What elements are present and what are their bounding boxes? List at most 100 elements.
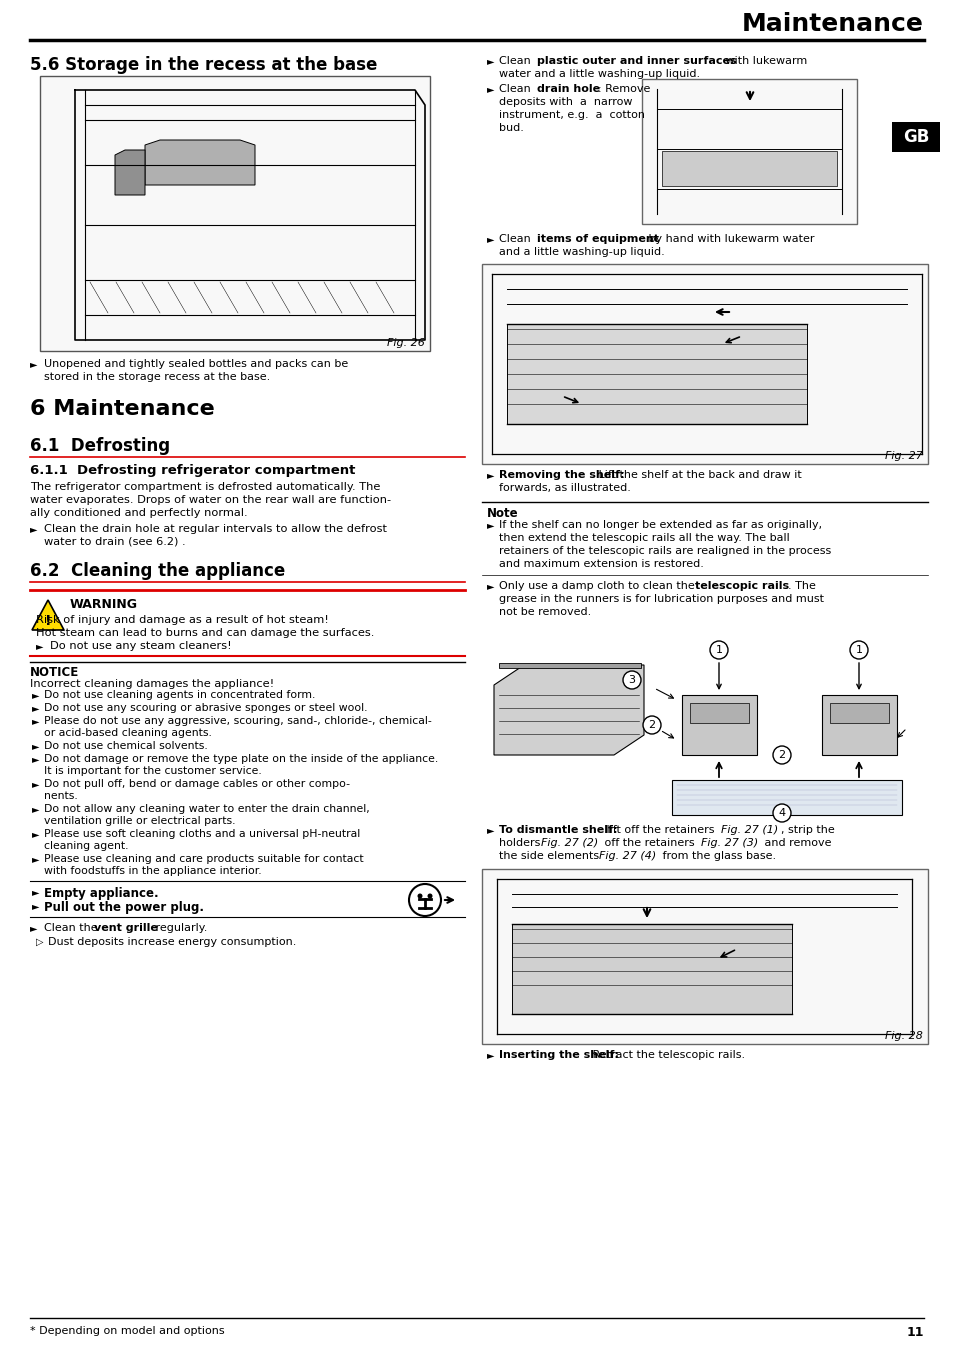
Text: grease in the runners is for lubrication purposes and must: grease in the runners is for lubrication…: [498, 594, 823, 603]
Bar: [681, 695, 757, 755]
Bar: [641, 80, 856, 224]
Text: ▷: ▷: [36, 937, 44, 946]
Text: Please use soft cleaning cloths and a universal pH-neutral: Please use soft cleaning cloths and a un…: [44, 829, 360, 838]
Text: Do not allow any cleaning water to enter the drain channel,: Do not allow any cleaning water to enter…: [44, 805, 370, 814]
Text: Removing the shelf:: Removing the shelf:: [498, 470, 624, 481]
Text: * Depending on model and options: * Depending on model and options: [30, 1326, 224, 1336]
Text: WARNING: WARNING: [70, 598, 138, 612]
Circle shape: [849, 641, 867, 659]
Text: then extend the telescopic rails all the way. The ball: then extend the telescopic rails all the…: [498, 533, 789, 543]
Text: ►: ►: [486, 1050, 494, 1060]
Text: ►: ►: [32, 900, 39, 911]
Text: Clean: Clean: [498, 55, 534, 66]
Circle shape: [642, 716, 660, 734]
Text: ►: ►: [32, 829, 39, 838]
Text: 5.6 Storage in the recess at the base: 5.6 Storage in the recess at the base: [30, 55, 377, 74]
Text: Clean the: Clean the: [44, 923, 101, 933]
Text: ►: ►: [30, 359, 37, 369]
Text: : Remove: : Remove: [598, 84, 650, 95]
Text: 6.1.1  Defrosting refrigerator compartment: 6.1.1 Defrosting refrigerator compartmen…: [30, 464, 355, 477]
Text: stored in the storage recess at the base.: stored in the storage recess at the base…: [44, 373, 270, 382]
Text: Retract the telescopic rails.: Retract the telescopic rails.: [588, 1050, 744, 1060]
Text: ►: ►: [486, 470, 494, 481]
Text: Note: Note: [486, 508, 518, 520]
Text: water evaporates. Drops of water on the rear wall are function-: water evaporates. Drops of water on the …: [30, 495, 391, 505]
Text: and remove: and remove: [760, 838, 831, 848]
Text: ►: ►: [486, 520, 494, 531]
Text: 1: 1: [715, 645, 721, 655]
Text: not be removed.: not be removed.: [498, 608, 591, 617]
Text: Clean: Clean: [498, 84, 534, 95]
Text: Unopened and tightly sealed bottles and packs can be: Unopened and tightly sealed bottles and …: [44, 359, 348, 369]
Text: Fig. 27: Fig. 27: [884, 451, 923, 460]
Text: 6.2  Cleaning the appliance: 6.2 Cleaning the appliance: [30, 562, 285, 580]
Circle shape: [427, 894, 432, 899]
Polygon shape: [145, 140, 254, 185]
Text: Dust deposits increase energy consumption.: Dust deposits increase energy consumptio…: [48, 937, 296, 946]
Text: 2: 2: [778, 751, 784, 760]
Text: 2: 2: [648, 720, 655, 730]
Text: telescopic rails: telescopic rails: [695, 580, 788, 591]
Text: Fig. 28: Fig. 28: [884, 1031, 923, 1041]
Text: ►: ►: [32, 755, 39, 764]
Text: regularly.: regularly.: [152, 923, 207, 933]
Bar: [498, 663, 640, 668]
Text: !: !: [45, 614, 51, 628]
Text: Do not damage or remove the type plate on the inside of the appliance.: Do not damage or remove the type plate o…: [44, 755, 437, 764]
Text: Do not pull off, bend or damage cables or other compo-: Do not pull off, bend or damage cables o…: [44, 779, 350, 788]
Circle shape: [622, 671, 640, 689]
Text: ►: ►: [32, 690, 39, 701]
Text: 4: 4: [778, 809, 784, 818]
Text: deposits with  a  narrow: deposits with a narrow: [498, 97, 632, 107]
Text: Please do not use any aggressive, scouring, sand-, chloride-, chemical-: Please do not use any aggressive, scouri…: [44, 716, 432, 726]
Text: ventilation grille or electrical parts.: ventilation grille or electrical parts.: [44, 815, 235, 826]
Text: ►: ►: [486, 580, 494, 591]
Text: with lukewarm: with lukewarm: [721, 55, 806, 66]
Text: cleaning agent.: cleaning agent.: [44, 841, 129, 850]
Text: with foodstuffs in the appliance interior.: with foodstuffs in the appliance interio…: [44, 865, 261, 876]
Text: the side elements: the side elements: [498, 850, 602, 861]
Text: 11: 11: [905, 1326, 923, 1339]
Text: from the glass base.: from the glass base.: [659, 850, 776, 861]
Bar: [481, 265, 927, 464]
Text: instrument, e.g.  a  cotton: instrument, e.g. a cotton: [498, 109, 644, 120]
Text: Do not use cleaning agents in concentrated form.: Do not use cleaning agents in concentrat…: [44, 690, 315, 701]
Text: ►: ►: [30, 923, 37, 933]
Text: Clean the drain hole at regular intervals to allow the defrost: Clean the drain hole at regular interval…: [44, 524, 387, 535]
Text: vent grille: vent grille: [94, 923, 157, 933]
Text: NOTICE: NOTICE: [30, 666, 79, 679]
Text: Fig. 27 (4): Fig. 27 (4): [598, 850, 656, 861]
Text: 1: 1: [855, 645, 862, 655]
Text: ►: ►: [32, 855, 39, 864]
Text: by hand with lukewarm water: by hand with lukewarm water: [644, 234, 814, 244]
Circle shape: [417, 894, 422, 899]
Text: ►: ►: [32, 887, 39, 896]
Text: ►: ►: [486, 234, 494, 244]
Bar: [661, 151, 836, 186]
Text: drain hole: drain hole: [537, 84, 599, 95]
Polygon shape: [494, 666, 643, 755]
Text: , strip the: , strip the: [781, 825, 834, 836]
Text: Do not use any scouring or abrasive sponges or steel wool.: Do not use any scouring or abrasive spon…: [44, 703, 367, 713]
Text: If the shelf can no longer be extended as far as originally,: If the shelf can no longer be extended a…: [498, 520, 821, 531]
Text: Fig. 27 (1): Fig. 27 (1): [720, 825, 778, 836]
Text: retainers of the telescopic rails are realigned in the process: retainers of the telescopic rails are re…: [498, 545, 830, 556]
Text: ►: ►: [32, 741, 39, 751]
Text: and a little washing-up liquid.: and a little washing-up liquid.: [498, 247, 664, 256]
Text: ►: ►: [32, 805, 39, 814]
Text: forwards, as illustrated.: forwards, as illustrated.: [498, 483, 630, 493]
Text: To dismantle shelf:: To dismantle shelf:: [498, 825, 617, 836]
Text: Fig. 27 (3): Fig. 27 (3): [700, 838, 758, 848]
Text: lift off the retainers: lift off the retainers: [602, 825, 718, 836]
Text: Do not use any steam cleaners!: Do not use any steam cleaners!: [50, 641, 232, 651]
Bar: [506, 324, 806, 424]
Text: Fig. 26: Fig. 26: [387, 338, 424, 348]
Text: water to drain (see 6.2) .: water to drain (see 6.2) .: [44, 537, 186, 547]
Text: 3: 3: [628, 675, 635, 684]
Text: bud.: bud.: [498, 123, 523, 134]
Text: Maintenance: Maintenance: [741, 12, 923, 36]
Text: Incorrect cleaning damages the appliance!: Incorrect cleaning damages the appliance…: [30, 679, 274, 688]
Bar: [481, 625, 927, 819]
Text: ►: ►: [32, 716, 39, 726]
Bar: [689, 703, 748, 724]
